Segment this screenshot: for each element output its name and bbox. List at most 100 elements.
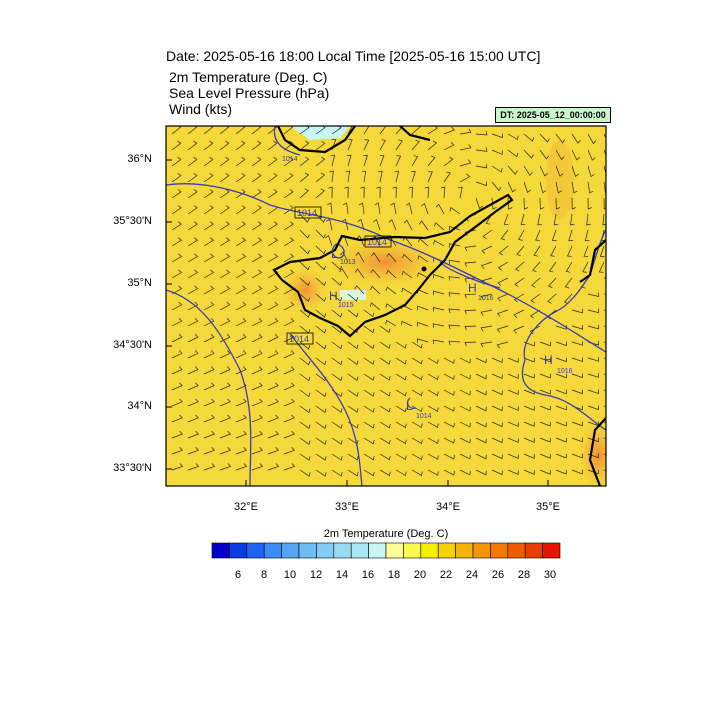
wind-barb xyxy=(459,453,471,460)
wind-barb xyxy=(347,453,359,461)
wind-barb xyxy=(448,324,461,330)
isobars xyxy=(166,126,606,486)
wind-barb xyxy=(555,165,564,177)
wind-barb xyxy=(203,317,215,327)
wind-barb xyxy=(187,253,198,263)
wind-barb xyxy=(475,131,488,136)
wind-barb xyxy=(251,156,262,167)
wind-barb xyxy=(203,140,214,151)
wind-barb xyxy=(401,287,413,295)
wind-barb xyxy=(219,126,230,135)
wind-barb xyxy=(379,421,391,429)
wind-barb xyxy=(507,453,519,460)
cool-patch-north xyxy=(290,126,350,140)
wind-barb xyxy=(267,414,279,423)
wind-barb xyxy=(480,309,493,316)
wind-barb xyxy=(421,203,429,215)
colorbar-label: 20 xyxy=(413,569,427,581)
wind-barb xyxy=(251,205,262,215)
wind-barb xyxy=(587,165,595,178)
wind-barb xyxy=(235,156,246,167)
colorbar-swatch xyxy=(281,542,300,559)
wind-barb xyxy=(587,389,599,394)
wind-barb xyxy=(427,357,439,365)
subtitle-pressure: Sea Level Pressure (hPa) xyxy=(169,85,330,101)
lat-label: 36°N xyxy=(127,153,152,165)
wind-barb xyxy=(449,226,461,231)
wind-barb xyxy=(299,469,311,477)
wind-barb xyxy=(219,317,231,327)
colorbar-label: 18 xyxy=(387,569,401,581)
lon-label: 34°E xyxy=(436,501,460,513)
wind-barb xyxy=(187,398,199,407)
wind-barb xyxy=(251,366,263,375)
wind-barb xyxy=(539,453,551,459)
wind-barb xyxy=(283,173,294,183)
wind-barb xyxy=(347,469,359,477)
wind-barb xyxy=(219,237,231,247)
wind-barb xyxy=(427,140,438,151)
wind-barb xyxy=(571,437,583,443)
wind-barb xyxy=(187,334,199,343)
wind-barb xyxy=(443,141,455,151)
colorbar-label: 28 xyxy=(517,569,531,581)
wind-barb xyxy=(513,325,525,334)
wind-barb xyxy=(555,341,567,346)
wind-barb xyxy=(315,309,327,318)
wind-barb xyxy=(267,430,279,439)
wind-barb xyxy=(598,261,605,273)
wind-barb xyxy=(427,373,439,380)
wind-barb xyxy=(283,156,294,167)
wind-barb xyxy=(203,334,215,343)
wind-barb xyxy=(395,341,407,349)
wind-barb xyxy=(401,320,413,327)
plot-frame xyxy=(165,125,607,487)
wind-barb xyxy=(475,389,487,396)
wind-barb xyxy=(419,220,429,231)
wind-barb xyxy=(539,197,545,210)
wind-barb xyxy=(571,149,580,161)
wind-barb xyxy=(481,245,493,254)
wind-barb xyxy=(347,293,359,302)
wind-barb xyxy=(373,219,381,231)
wind-barb xyxy=(433,222,445,231)
wind-barb xyxy=(548,277,557,289)
wind-barb xyxy=(443,126,455,135)
wind-barb xyxy=(427,469,439,476)
isobar-label: 1013 xyxy=(340,259,356,266)
wind-barb xyxy=(235,253,246,263)
wind-barb xyxy=(516,245,525,257)
isobar-label-box xyxy=(364,235,392,248)
colorbar-label: 16 xyxy=(361,569,375,581)
wind-barb xyxy=(539,373,551,379)
wind-barb xyxy=(379,389,391,397)
wind-barb xyxy=(555,453,567,459)
wind-barb xyxy=(443,373,455,380)
wind-barb xyxy=(299,126,310,135)
subtitle-temperature: 2m Temperature (Deg. C) xyxy=(169,69,328,85)
wind-barb xyxy=(299,213,310,223)
wind-barb xyxy=(219,430,231,439)
wind-barb xyxy=(187,189,198,199)
wind-barb xyxy=(370,269,381,279)
wind-barb xyxy=(267,366,279,375)
wind-barb xyxy=(571,181,578,194)
colorbar-swatch xyxy=(490,542,509,559)
wind-barb xyxy=(448,340,461,346)
colorbar-swatch xyxy=(316,542,335,559)
wind-barb xyxy=(537,213,542,226)
wind-barb xyxy=(203,205,214,215)
wind-barb xyxy=(411,469,423,476)
wind-barb xyxy=(475,147,488,152)
wind-barb xyxy=(482,229,493,240)
wind-barb xyxy=(363,126,370,135)
colorbar xyxy=(211,542,561,559)
wind-barb xyxy=(283,463,295,471)
wind-barb xyxy=(251,173,262,183)
low-pressure-marker: L xyxy=(331,247,338,261)
wind-barb xyxy=(491,197,497,210)
wind-barb xyxy=(219,253,230,263)
colorbar-swatch xyxy=(229,542,248,559)
wind-barb xyxy=(235,334,247,343)
wind-barb xyxy=(283,414,295,423)
